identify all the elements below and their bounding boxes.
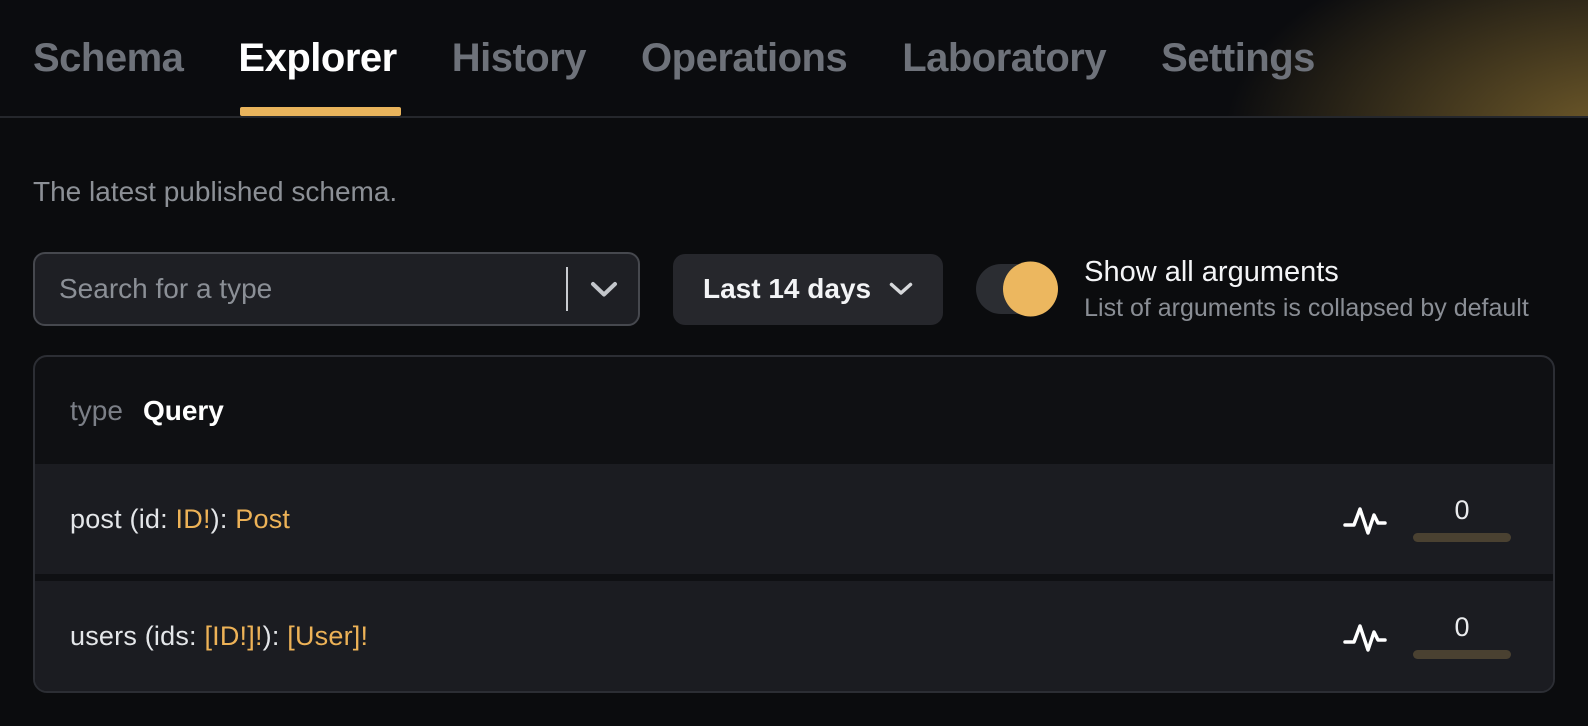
tab-settings[interactable]: Settings — [1161, 0, 1315, 116]
toggle-title: Show all arguments — [1084, 255, 1339, 288]
field-text: post (id: — [70, 503, 176, 534]
tab-schema-label: Schema — [33, 35, 184, 80]
active-tab-underline — [240, 107, 401, 116]
tab-explorer-label: Explorer — [238, 35, 397, 80]
toggle-description: List of arguments is collapsed by defaul… — [1084, 293, 1529, 322]
field-text: ): — [262, 620, 288, 651]
tab-laboratory-label: Laboratory — [902, 35, 1107, 80]
usage-count: 0 — [1454, 611, 1470, 642]
field-text: ): — [210, 503, 236, 534]
tab-operations-label: Operations — [641, 35, 848, 80]
pulse-icon — [1343, 624, 1387, 652]
search-input[interactable] — [59, 273, 558, 305]
usage-bar — [1413, 649, 1511, 659]
chevron-down-icon[interactable] — [590, 281, 618, 298]
tab-schema[interactable]: Schema — [33, 0, 184, 116]
field-text: users (ids: — [70, 620, 205, 651]
date-range-button[interactable]: Last 14 days — [673, 253, 944, 325]
schema-subtitle: The latest published schema. — [33, 176, 398, 207]
type-kind-keyword: type — [70, 394, 123, 426]
tab-explorer[interactable]: Explorer — [238, 0, 401, 116]
field-signature: users (ids: [ID!]!): [User]! — [70, 621, 368, 652]
tab-laboratory[interactable]: Laboratory — [902, 0, 1106, 116]
field-return-type[interactable]: [User]! — [287, 620, 369, 651]
chevron-down-icon — [889, 282, 913, 295]
usage-stat: 0 — [1413, 611, 1511, 659]
type-card-query: type Query post (id: ID!): Post 0 users … — [33, 355, 1555, 693]
field-usage: 0 — [1343, 611, 1511, 659]
field-arg-type: ID! — [175, 503, 211, 534]
input-divider — [566, 267, 568, 311]
field-row-post[interactable]: post (id: ID!): Post 0 — [35, 464, 1553, 574]
top-nav: Schema Explorer History Operations Labor… — [0, 0, 1588, 118]
pulse-icon — [1343, 507, 1387, 535]
field-row-users[interactable]: users (ids: [ID!]!): [User]! 0 — [35, 581, 1553, 691]
type-search-combobox[interactable] — [33, 252, 640, 326]
explorer-page: The latest published schema. Last 14 day… — [0, 176, 1588, 693]
usage-count: 0 — [1454, 494, 1470, 525]
usage-stat: 0 — [1413, 494, 1511, 542]
field-arg-type: [ID!]! — [204, 620, 263, 651]
usage-bar — [1413, 532, 1511, 542]
tab-history[interactable]: History — [451, 0, 587, 116]
show-all-arguments-toggle[interactable] — [976, 261, 1059, 317]
field-return-type[interactable]: Post — [235, 503, 291, 534]
controls-row: Last 14 days Show all arguments List of … — [33, 252, 1555, 326]
tab-history-label: History — [451, 35, 587, 80]
tab-operations[interactable]: Operations — [641, 0, 848, 116]
tab-settings-label: Settings — [1161, 35, 1315, 80]
toggle-labels: Show all arguments List of arguments is … — [1084, 256, 1529, 323]
field-signature: post (id: ID!): Post — [70, 504, 290, 535]
field-usage: 0 — [1343, 494, 1511, 542]
type-header: type Query — [35, 357, 1553, 464]
show-all-arguments-group: Show all arguments List of arguments is … — [976, 256, 1529, 323]
type-name: Query — [142, 394, 224, 426]
date-range-label: Last 14 days — [703, 273, 872, 304]
toggle-knob — [1003, 261, 1059, 317]
